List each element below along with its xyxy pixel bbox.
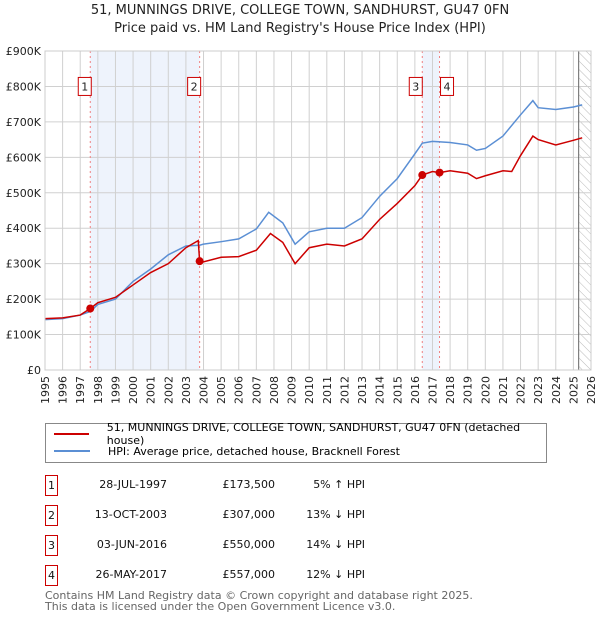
- legend: 51, MUNNINGS DRIVE, COLLEGE TOWN, SANDHU…: [45, 421, 547, 463]
- x-tick-label: 2009: [286, 376, 299, 404]
- sale-label-number: 2: [191, 80, 198, 93]
- x-tick-label: 1999: [109, 376, 122, 404]
- sale-price: £307,000: [222, 508, 276, 521]
- sale-label-number: 4: [444, 80, 451, 93]
- x-tick-label: 2024: [550, 376, 563, 404]
- sale-label-box: [187, 76, 202, 96]
- x-tick-label: 2020: [479, 376, 492, 404]
- x-tick-label: 2006: [233, 376, 246, 404]
- x-tick-label: 1998: [92, 376, 105, 404]
- sale-row: 4 26-MAY-2017 £557,000 12% ↓ HPI: [45, 565, 445, 587]
- x-tick-label: 2004: [198, 376, 211, 404]
- forecast-hatch: [578, 51, 591, 370]
- footer-line-1: Contains HM Land Registry data © Crown c…: [45, 589, 473, 602]
- x-tick-label: 2021: [497, 376, 510, 404]
- y-tick-label: £300K: [6, 258, 42, 271]
- chart-subtitle: Price paid vs. HM Land Registry's House …: [114, 21, 486, 36]
- sale-point: [435, 168, 444, 177]
- x-tick-label: 2011: [321, 376, 334, 404]
- legend-red-line: [54, 433, 89, 435]
- sale-date: 28-JUL-1997: [99, 478, 167, 491]
- x-tick-label: 2000: [127, 376, 140, 404]
- sale-label-box: [408, 76, 423, 96]
- x-tick-label: 2023: [532, 376, 545, 404]
- y-tick-label: £600K: [6, 151, 42, 164]
- x-tick-label: 2003: [180, 376, 193, 404]
- footer: Contains HM Land Registry data © Crown c…: [45, 590, 473, 612]
- x-tick-label: 2017: [426, 376, 439, 404]
- sale-point: [86, 304, 95, 313]
- sale-price: £173,500: [222, 478, 276, 491]
- shaded-range: [422, 51, 440, 370]
- series-line: [44, 135, 583, 320]
- sale-label-number: 3: [412, 80, 419, 93]
- sale-number-badge: 3: [45, 535, 58, 556]
- sale-point: [195, 257, 204, 266]
- x-tick-label: 2007: [250, 376, 263, 404]
- sale-label-box: [440, 76, 455, 96]
- sale-hpi-diff: 14% ↓ HPI: [306, 538, 365, 551]
- x-tick-label: 2012: [338, 376, 351, 404]
- sale-price: £557,000: [222, 568, 276, 581]
- sale-number-badge: 4: [45, 565, 58, 586]
- x-tick-label: 2016: [409, 376, 422, 404]
- x-tick-label: 2026: [585, 376, 598, 404]
- sale-row: 3 03-JUN-2016 £550,000 14% ↓ HPI: [45, 535, 445, 557]
- sale-row: 2 13-OCT-2003 £307,000 13% ↓ HPI: [45, 505, 445, 527]
- legend-blue-line: [54, 450, 90, 452]
- sale-hpi-diff: 5% ↑ HPI: [313, 478, 365, 491]
- y-tick-label: £100K: [6, 329, 42, 342]
- y-tick-label: £500K: [6, 187, 42, 200]
- series-line: [44, 99, 583, 321]
- sale-price: £550,000: [222, 538, 276, 551]
- x-tick-label: 2002: [162, 376, 175, 404]
- sale-date: 13-OCT-2003: [94, 508, 167, 521]
- sale-hpi-diff: 12% ↓ HPI: [306, 568, 365, 581]
- sale-label-box: [77, 76, 92, 96]
- x-tick-label: 2022: [515, 376, 528, 404]
- legend-item-hpi: HPI: Average price, detached house, Brac…: [54, 443, 400, 459]
- x-tick-label: 2018: [444, 376, 457, 404]
- shaded-range: [90, 51, 200, 370]
- y-tick-label: £900K: [6, 45, 42, 58]
- x-tick-label: 2025: [567, 376, 580, 404]
- sale-row: 1 28-JUL-1997 £173,500 5% ↑ HPI: [45, 475, 445, 497]
- chart-plot: 1995 1996 1997 1998 1999 2000 2001 2002 2003 2004…: [6, 45, 598, 404]
- sale-number-badge: 1: [45, 475, 58, 496]
- y-tick-label: £700K: [6, 116, 42, 129]
- sale-number-badge: 2: [45, 505, 58, 526]
- legend-label: HPI: Average price, detached house, Brac…: [108, 444, 400, 458]
- x-tick-label: 2015: [391, 376, 404, 404]
- y-tick-label: £0: [27, 364, 41, 377]
- y-tick-label: £400K: [6, 222, 42, 235]
- legend-item-property: 51, MUNNINGS DRIVE, COLLEGE TOWN, SANDHU…: [54, 421, 546, 447]
- legend-label: 51, MUNNINGS DRIVE, COLLEGE TOWN, SANDHU…: [106, 421, 521, 447]
- x-tick-label: 2008: [268, 376, 281, 404]
- sale-date: 26-MAY-2017: [95, 568, 167, 581]
- x-tick-label: 2014: [374, 376, 387, 404]
- y-tick-label: £200K: [6, 293, 42, 306]
- sale-label-number: 1: [81, 80, 88, 93]
- plot-border: [44, 50, 592, 371]
- x-tick-label: 2010: [303, 376, 316, 404]
- footer-line-2: This data is licensed under the Open Gov…: [45, 600, 396, 613]
- x-tick-label: 1995: [39, 376, 52, 404]
- x-tick-label: 1997: [74, 376, 87, 404]
- x-tick-label: 2005: [215, 376, 228, 404]
- chart-title: 51, MUNNINGS DRIVE, COLLEGE TOWN, SANDHU…: [90, 3, 510, 18]
- sale-date: 03-JUN-2016: [96, 538, 167, 551]
- sale-hpi-diff: 13% ↓ HPI: [306, 508, 365, 521]
- x-tick-label: 2001: [145, 376, 158, 404]
- x-tick-label: 1996: [57, 376, 70, 404]
- x-tick-label: 2013: [356, 376, 369, 404]
- y-tick-label: £800K: [6, 80, 42, 93]
- sale-point: [418, 171, 427, 180]
- x-tick-label: 2019: [462, 376, 475, 404]
